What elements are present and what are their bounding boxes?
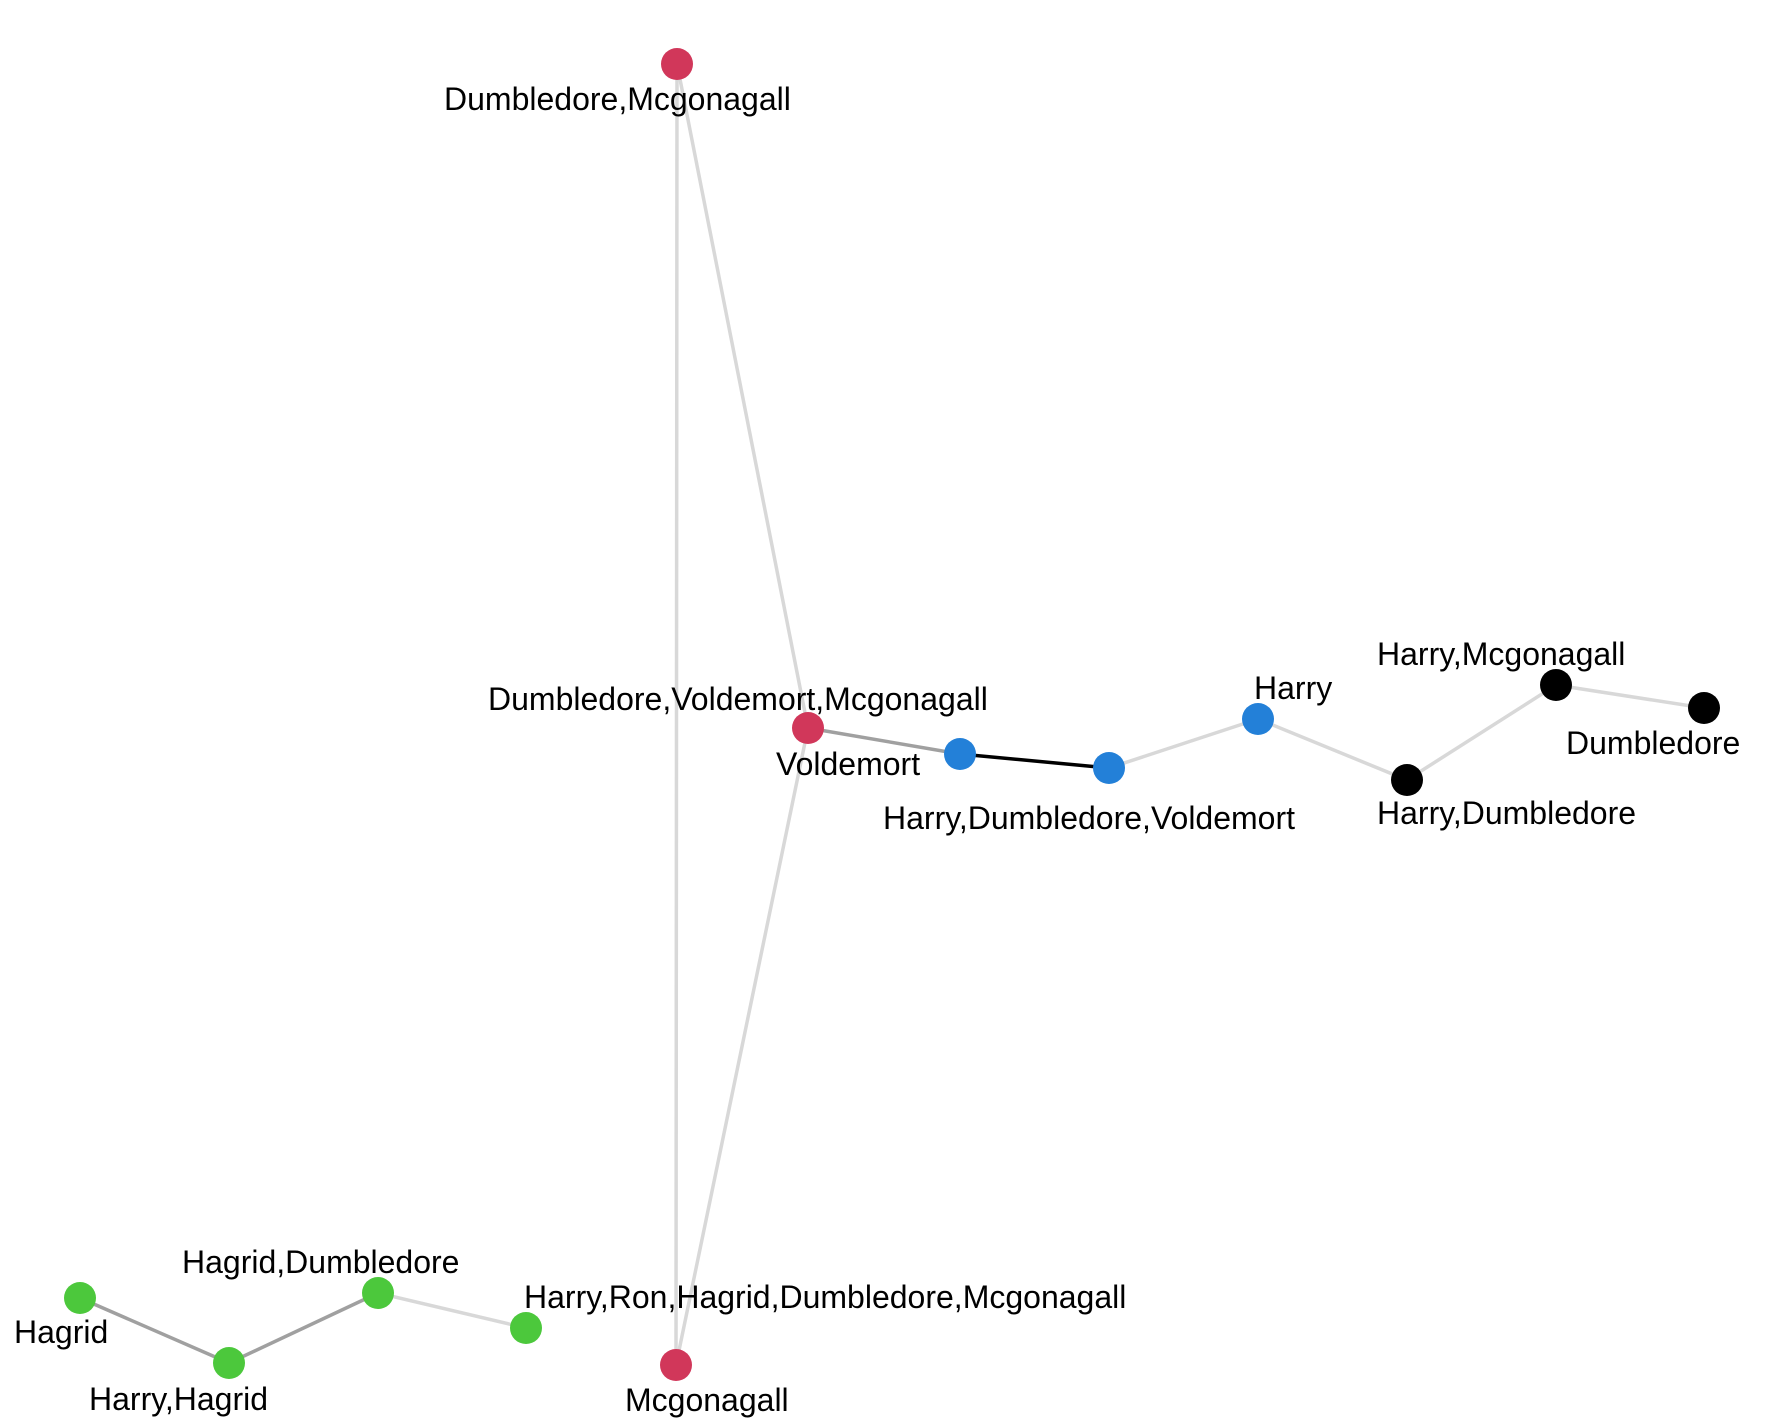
edge-dumbledore_voldemort_mcgonagall-mcgonagall (674, 726, 810, 1367)
node-label-harry-hagrid: Harry,Hagrid (89, 1381, 268, 1417)
node-harry-dumbledore (1391, 764, 1423, 796)
edges-layer (78, 62, 1706, 1367)
node-label-harry-dumbledore-voldemort: Harry,Dumbledore,Voldemort (883, 800, 1295, 836)
node-label-voldemort: Voldemort (776, 746, 920, 782)
edge-harry_dumbledore_voldemort-harry (1107, 717, 1260, 770)
node-label-dumbledore-voldemort-mcgonagall: Dumbledore,Voldemort,Mcgonagall (488, 681, 988, 717)
node-label-dumbledore-mcgonagall: Dumbledore,Mcgonagall (444, 81, 791, 117)
edge-voldemort-harry_dumbledore_voldemort (958, 752, 1111, 770)
node-harry-ron-hagrid-dumbledore-mcgonagall (510, 1312, 542, 1344)
edge-hagrid-harry_hagrid (78, 1296, 231, 1365)
node-label-mcgonagall: Mcgonagall (625, 1382, 789, 1418)
node-harry-hagrid (213, 1347, 245, 1379)
node-label-hagrid-dumbledore: Hagrid,Dumbledore (182, 1244, 459, 1280)
edge-harry_hagrid-hagrid_dumbledore (227, 1291, 380, 1365)
node-mcgonagall (660, 1349, 692, 1381)
node-harry-mcgonagall (1540, 669, 1572, 701)
node-harry-dumbledore-voldemort (1093, 752, 1125, 784)
node-label-hagrid: Hagrid (14, 1314, 108, 1350)
edge-hagrid_dumbledore-harry_ron_hagrid_dumbledore_mcgonagall (376, 1291, 528, 1330)
node-label-harry-mcgonagall: Harry,Mcgonagall (1377, 636, 1625, 672)
edge-dumbledore_voldemort_mcgonagall-voldemort (806, 726, 962, 756)
edge-dumbledore_mcgonagall-dumbledore_voldemort_mcgonagall (675, 62, 810, 730)
node-dumbledore (1688, 692, 1720, 724)
node-label-harry-dumbledore: Harry,Dumbledore (1377, 795, 1636, 831)
node-dumbledore-voldemort-mcgonagall (792, 712, 824, 744)
node-hagrid-dumbledore (362, 1277, 394, 1309)
node-label-dumbledore: Dumbledore (1566, 725, 1740, 761)
node-dumbledore-mcgonagall (661, 48, 693, 80)
labels-layer: Dumbledore,Mcgonagall Dumbledore,Voldemor… (14, 81, 1740, 1418)
node-hagrid (64, 1282, 96, 1314)
edge-harry_dumbledore-harry_mcgonagall (1405, 683, 1558, 782)
node-label-harry: Harry (1254, 670, 1332, 706)
nodes-layer (64, 48, 1720, 1381)
node-voldemort (944, 738, 976, 770)
edge-dumbledore_mcgonagall-mcgonagall (674, 62, 679, 1367)
edge-harry_mcgonagall-dumbledore (1554, 683, 1706, 710)
edge-harry-harry_dumbledore (1256, 717, 1409, 782)
node-label-harry-ron-hagrid-dumbledore-mcgonagall: Harry,Ron,Hagrid,Dumbledore,Mcgonagall (524, 1279, 1126, 1315)
node-harry (1242, 703, 1274, 735)
